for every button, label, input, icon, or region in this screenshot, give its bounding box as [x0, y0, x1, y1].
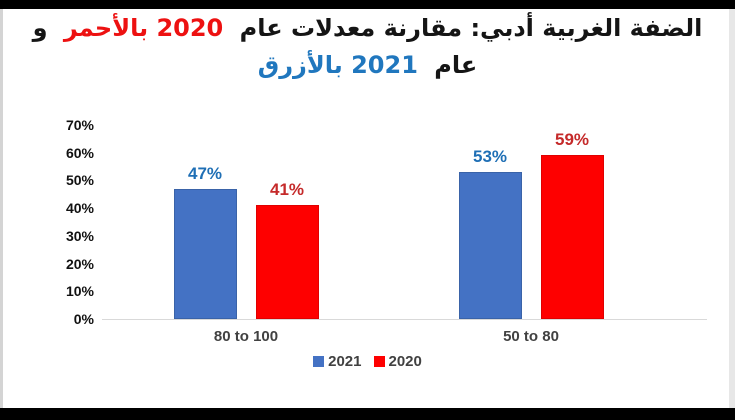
title-text-blue-2021: 2021 بالأزرق [257, 51, 418, 79]
legend-label: 2021 [328, 353, 362, 370]
y-axis-tick-label: 30% [65, 227, 94, 244]
y-axis-tick-label: 60% [65, 144, 94, 161]
category-label: 50 to 80 [503, 328, 559, 345]
chart-title: الضفة الغربية أدبي: مقارنة معدلات عام 20… [0, 10, 735, 84]
legend-swatch-icon [373, 356, 385, 367]
legend-item-2021: 2021 [313, 353, 362, 370]
chart-title-line2: عام 2021 بالأزرق [0, 47, 735, 84]
bar-2021-50to80 [458, 172, 522, 319]
bar-value-label: 59% [554, 130, 590, 150]
chart-title-line1: الضفة الغربية أدبي: مقارنة معدلات عام 20… [0, 10, 735, 47]
bar-value-label: 53% [472, 147, 508, 167]
legend-label: 2020 [388, 353, 422, 370]
title-text-black-and: و [32, 14, 48, 42]
y-axis-tick-label: 40% [65, 200, 94, 217]
x-axis-line [102, 319, 707, 320]
bar-2020-50to80 [540, 155, 604, 319]
edge-strip-left [0, 9, 3, 408]
title-text-black: الضفة الغربية أدبي: مقارنة معدلات عام [239, 14, 703, 42]
y-axis-tick-label: 0% [73, 311, 94, 327]
edge-strip-right [729, 9, 735, 408]
category-label: 80 to 100 [213, 328, 279, 345]
bar-2021-80to100 [173, 188, 237, 319]
title-text-black-year: عام [434, 51, 478, 79]
legend-swatch-icon [313, 356, 325, 367]
letterbox-top [0, 0, 735, 9]
legend-item-2020: 2020 [373, 353, 422, 370]
y-axis-tick-label: 50% [65, 172, 94, 189]
title-text-red-2020: 2020 بالأحمر [63, 14, 224, 42]
y-axis-tick-label: 20% [65, 255, 94, 272]
bar-2020-80to100 [255, 205, 319, 319]
y-axis-tick-label: 70% [65, 117, 94, 133]
bar-value-label: 41% [269, 180, 305, 200]
y-axis-tick-label: 10% [65, 283, 94, 300]
bar-value-label: 47% [187, 163, 223, 183]
letterbox-bottom [0, 408, 735, 420]
chart-legend: 2021 2020 [0, 353, 735, 370]
